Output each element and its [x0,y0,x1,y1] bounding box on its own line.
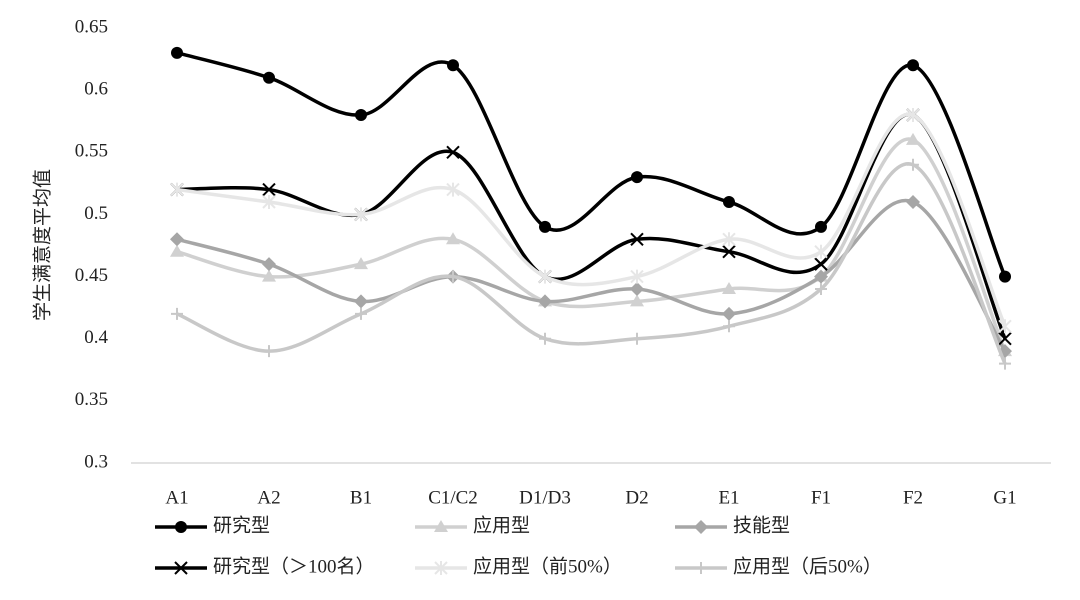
y-tick-label: 0.65 [75,16,108,37]
marker [170,232,184,247]
marker [723,320,735,333]
marker [447,270,459,283]
marker [354,257,368,270]
marker [170,244,184,257]
legend-label: 应用型（前50%） [473,555,622,577]
y-tick-label: 0.3 [84,451,108,472]
marker [630,269,644,284]
marker [538,269,552,284]
legend-marker [434,520,448,532]
x-tick-label: G1 [993,487,1016,508]
marker [907,59,919,72]
series-line [176,51,1007,278]
marker [263,345,275,358]
marker [354,294,368,309]
marker [630,282,644,296]
marker [998,332,1012,346]
legend-label: 应用型 [473,514,530,536]
y-tick-label: 0.45 [75,265,108,286]
marker [723,196,735,208]
y-tick-label: 0.55 [75,141,108,162]
series-line [176,162,1007,365]
legend-label: 研究型 [213,514,270,536]
y-tick-label: 0.5 [84,203,108,224]
marker [907,158,919,171]
y-tick-label: 0.35 [75,389,108,410]
marker [538,294,552,309]
marker [446,232,460,245]
marker [630,294,644,307]
marker [630,232,644,246]
marker [631,332,643,345]
marker [814,244,828,259]
series-line [176,137,1007,352]
marker [446,182,460,197]
y-axis-label: 学生满意度平均值 [31,169,53,321]
marker [814,257,828,271]
marker [262,257,276,272]
marker [722,232,736,247]
legend-marker [694,520,708,534]
marker [354,207,368,222]
marker [631,171,643,184]
x-tick-label: D1/D3 [519,487,571,508]
marker [722,306,736,321]
marker [170,182,184,197]
x-tick-label: B1 [350,487,372,508]
marker [722,245,736,259]
marker [262,195,276,209]
marker [171,46,183,59]
marker [814,269,828,284]
series-line [176,198,1007,353]
marker [447,59,459,72]
marker [355,109,367,121]
x-tick-label: A1 [165,487,188,508]
marker [262,182,276,197]
legend-label: 技能型 [733,514,790,536]
y-tick-label: 0.6 [84,79,108,100]
marker [539,220,551,233]
legend-marker [175,521,187,533]
marker [263,71,275,84]
legend-label: 应用型（后50%） [733,555,882,577]
x-tick-label: A2 [257,487,280,508]
x-tick-label: C1/C2 [428,487,478,508]
marker [722,282,736,294]
marker [539,332,551,345]
marker [906,195,920,209]
marker [906,132,920,145]
y-tick-label: 0.4 [84,327,108,348]
marker [998,319,1012,334]
legend-label: 研究型（＞100名） [213,555,375,577]
x-tick-label: F1 [811,487,831,508]
marker [815,283,827,295]
marker [262,269,276,282]
marker [999,357,1011,370]
x-tick-label: D2 [625,487,648,508]
x-tick-label: F2 [903,487,923,508]
marker [999,270,1011,283]
marker [446,145,460,159]
marker [355,307,367,320]
legend-marker [174,561,188,575]
legend-marker [695,562,707,574]
marker [171,307,183,320]
marker [815,220,827,233]
legend-marker [434,561,448,575]
x-tick-label: E1 [718,487,739,508]
marker [906,108,920,122]
